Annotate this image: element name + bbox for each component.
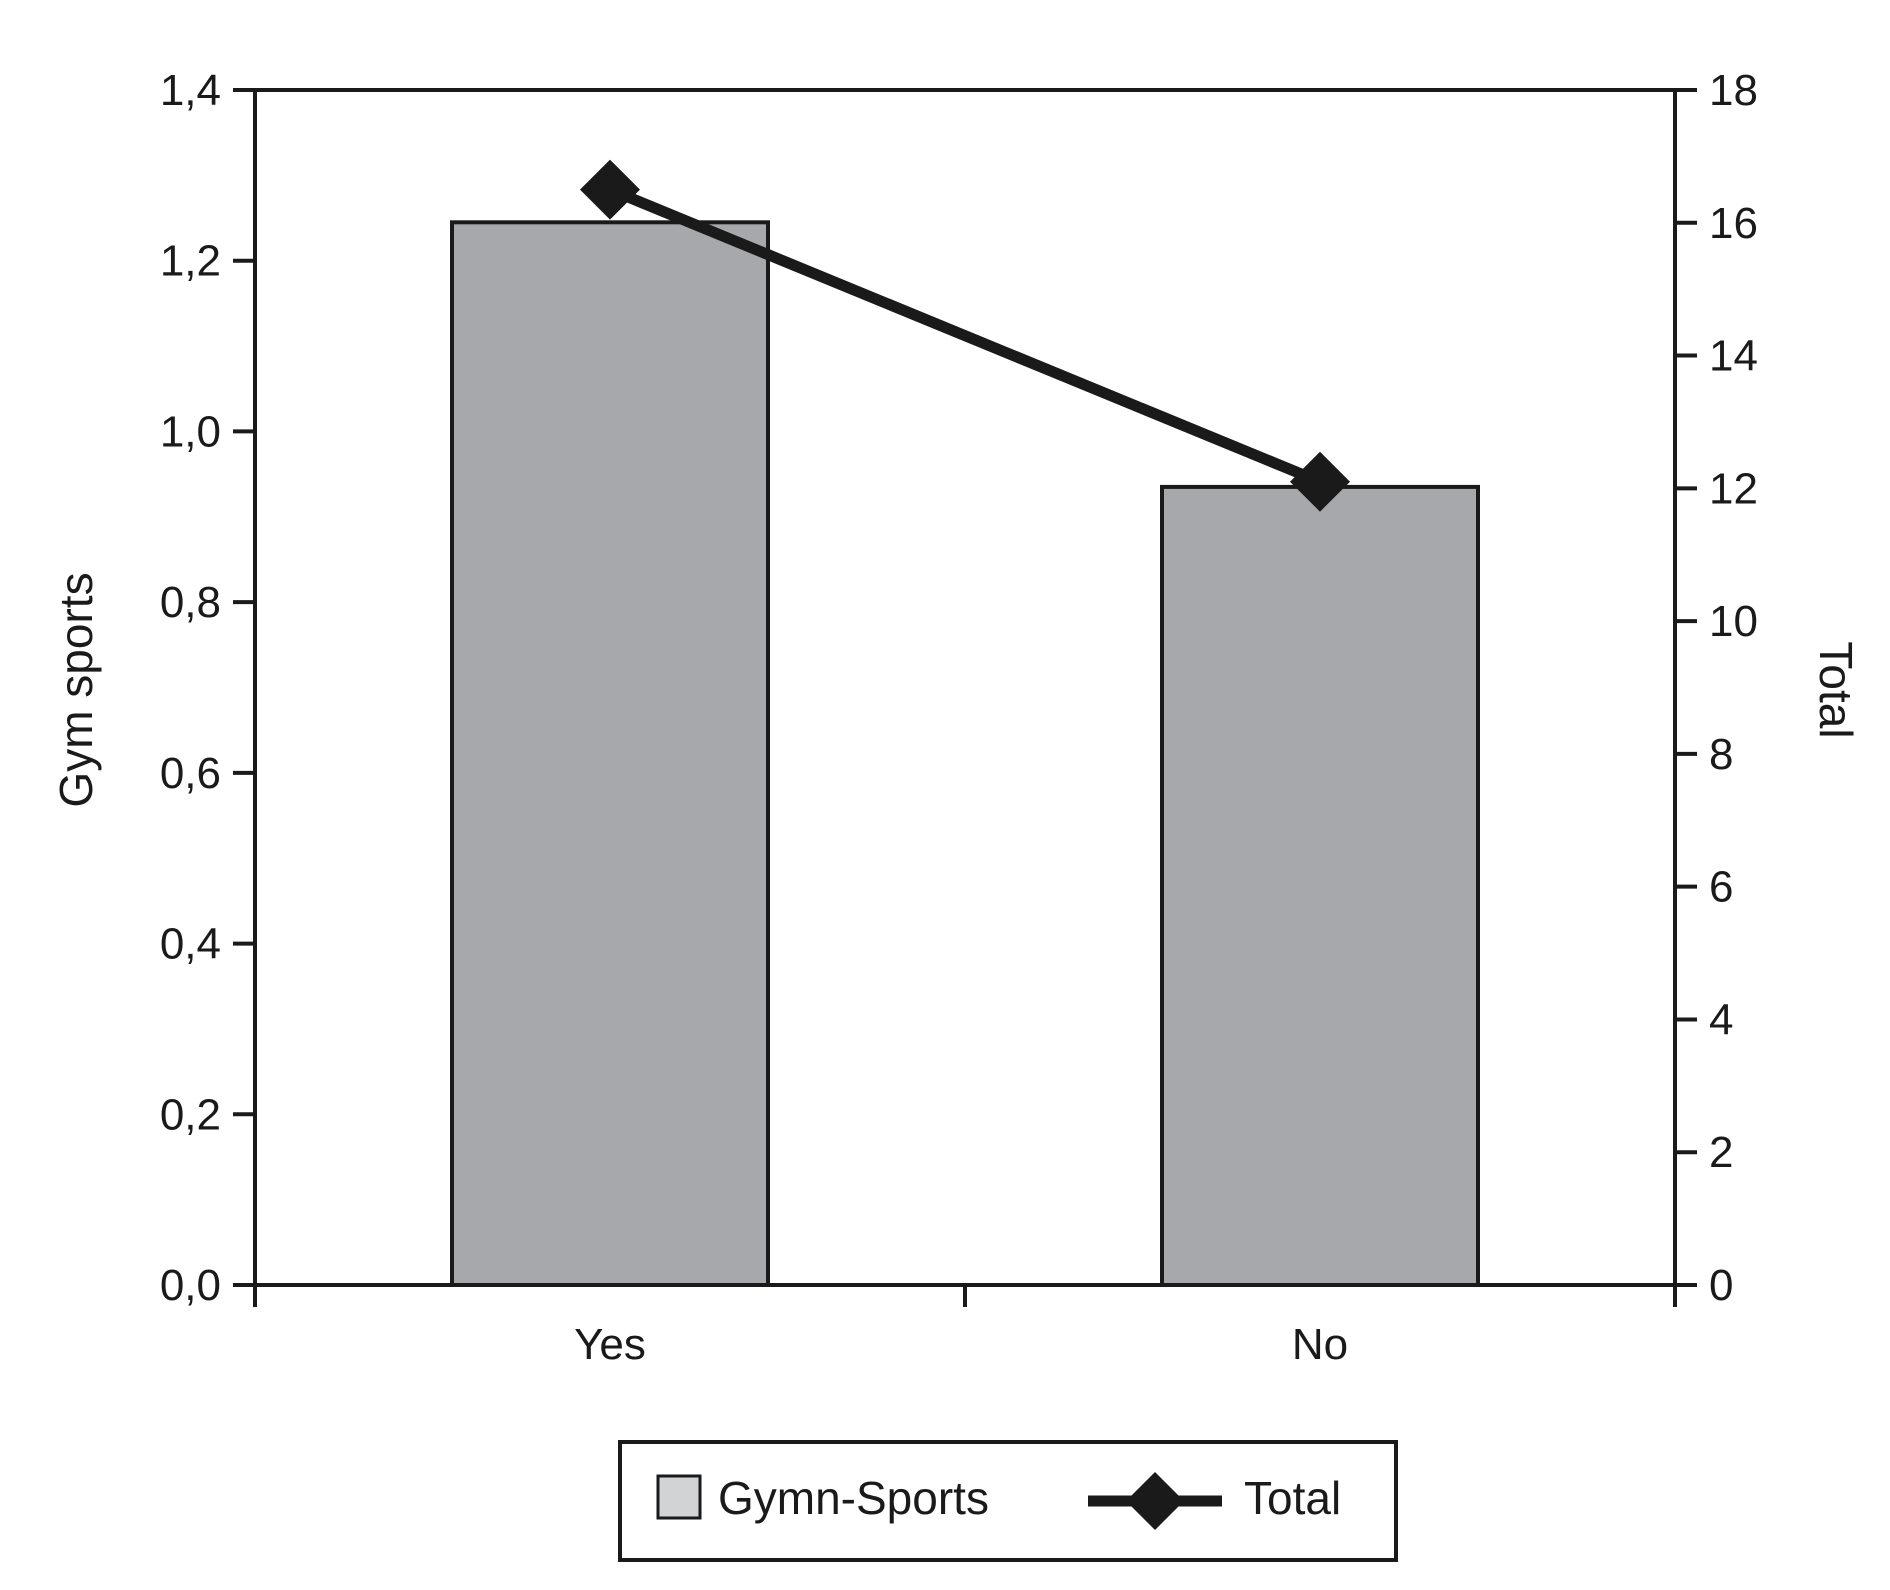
plot-area xyxy=(450,159,1480,1287)
legend-diamond-total-icon xyxy=(1126,1472,1184,1530)
bar-no xyxy=(1160,484,1480,1287)
y-tick-label-right: 14 xyxy=(1709,332,1758,381)
y-axis-title-left: Gym sports xyxy=(50,572,102,807)
bar-yes xyxy=(450,220,770,1287)
y-tick-label-left: 1,0 xyxy=(160,407,221,456)
y-tick-label-right: 0 xyxy=(1709,1261,1733,1310)
y-tick-label-left: 0,2 xyxy=(160,1090,221,1139)
legend: Gymn-Sports Total xyxy=(618,1440,1398,1562)
y-tick-label-right: 4 xyxy=(1709,995,1733,1044)
y-tick-label-right: 8 xyxy=(1709,730,1733,779)
y-tick-label-left: 1,4 xyxy=(160,66,221,115)
marker-total-yes xyxy=(580,159,640,220)
y-tick-label-right: 6 xyxy=(1709,863,1733,912)
y-tick-label-left: 0,0 xyxy=(160,1261,221,1310)
x-tick-label-yes: Yes xyxy=(574,1320,646,1369)
x-tick-label-no: No xyxy=(1292,1320,1348,1369)
y-axis-title-right: Total xyxy=(1810,641,1862,738)
y-tick-label-right: 2 xyxy=(1709,1128,1733,1177)
y-tick-label-left: 0,6 xyxy=(160,749,221,798)
legend-label-gymn-sports: Gymn-Sports xyxy=(718,1472,989,1524)
legend-box xyxy=(618,1440,1398,1562)
y-tick-label-left: 1,2 xyxy=(160,237,221,286)
line-total xyxy=(607,184,1323,487)
y-tick-label-right: 18 xyxy=(1709,66,1758,115)
y-tick-label-right: 10 xyxy=(1709,597,1758,646)
y-tick-label-left: 0,8 xyxy=(160,578,221,627)
y-tick-label-right: 12 xyxy=(1709,464,1758,513)
marker-total-no xyxy=(1290,451,1350,512)
legend-label-total: Total xyxy=(1244,1472,1341,1524)
legend-swatch-gymn-sports-icon xyxy=(656,1474,702,1520)
y-tick-label-left: 0,4 xyxy=(160,920,221,969)
y-tick-label-right: 16 xyxy=(1709,199,1758,248)
axes: Yes No 0,0 0,2 0,4 0,6 0,8 1,0 1,2 1,4 0 2 4 6 8 10 12 14… xyxy=(160,66,1758,1369)
